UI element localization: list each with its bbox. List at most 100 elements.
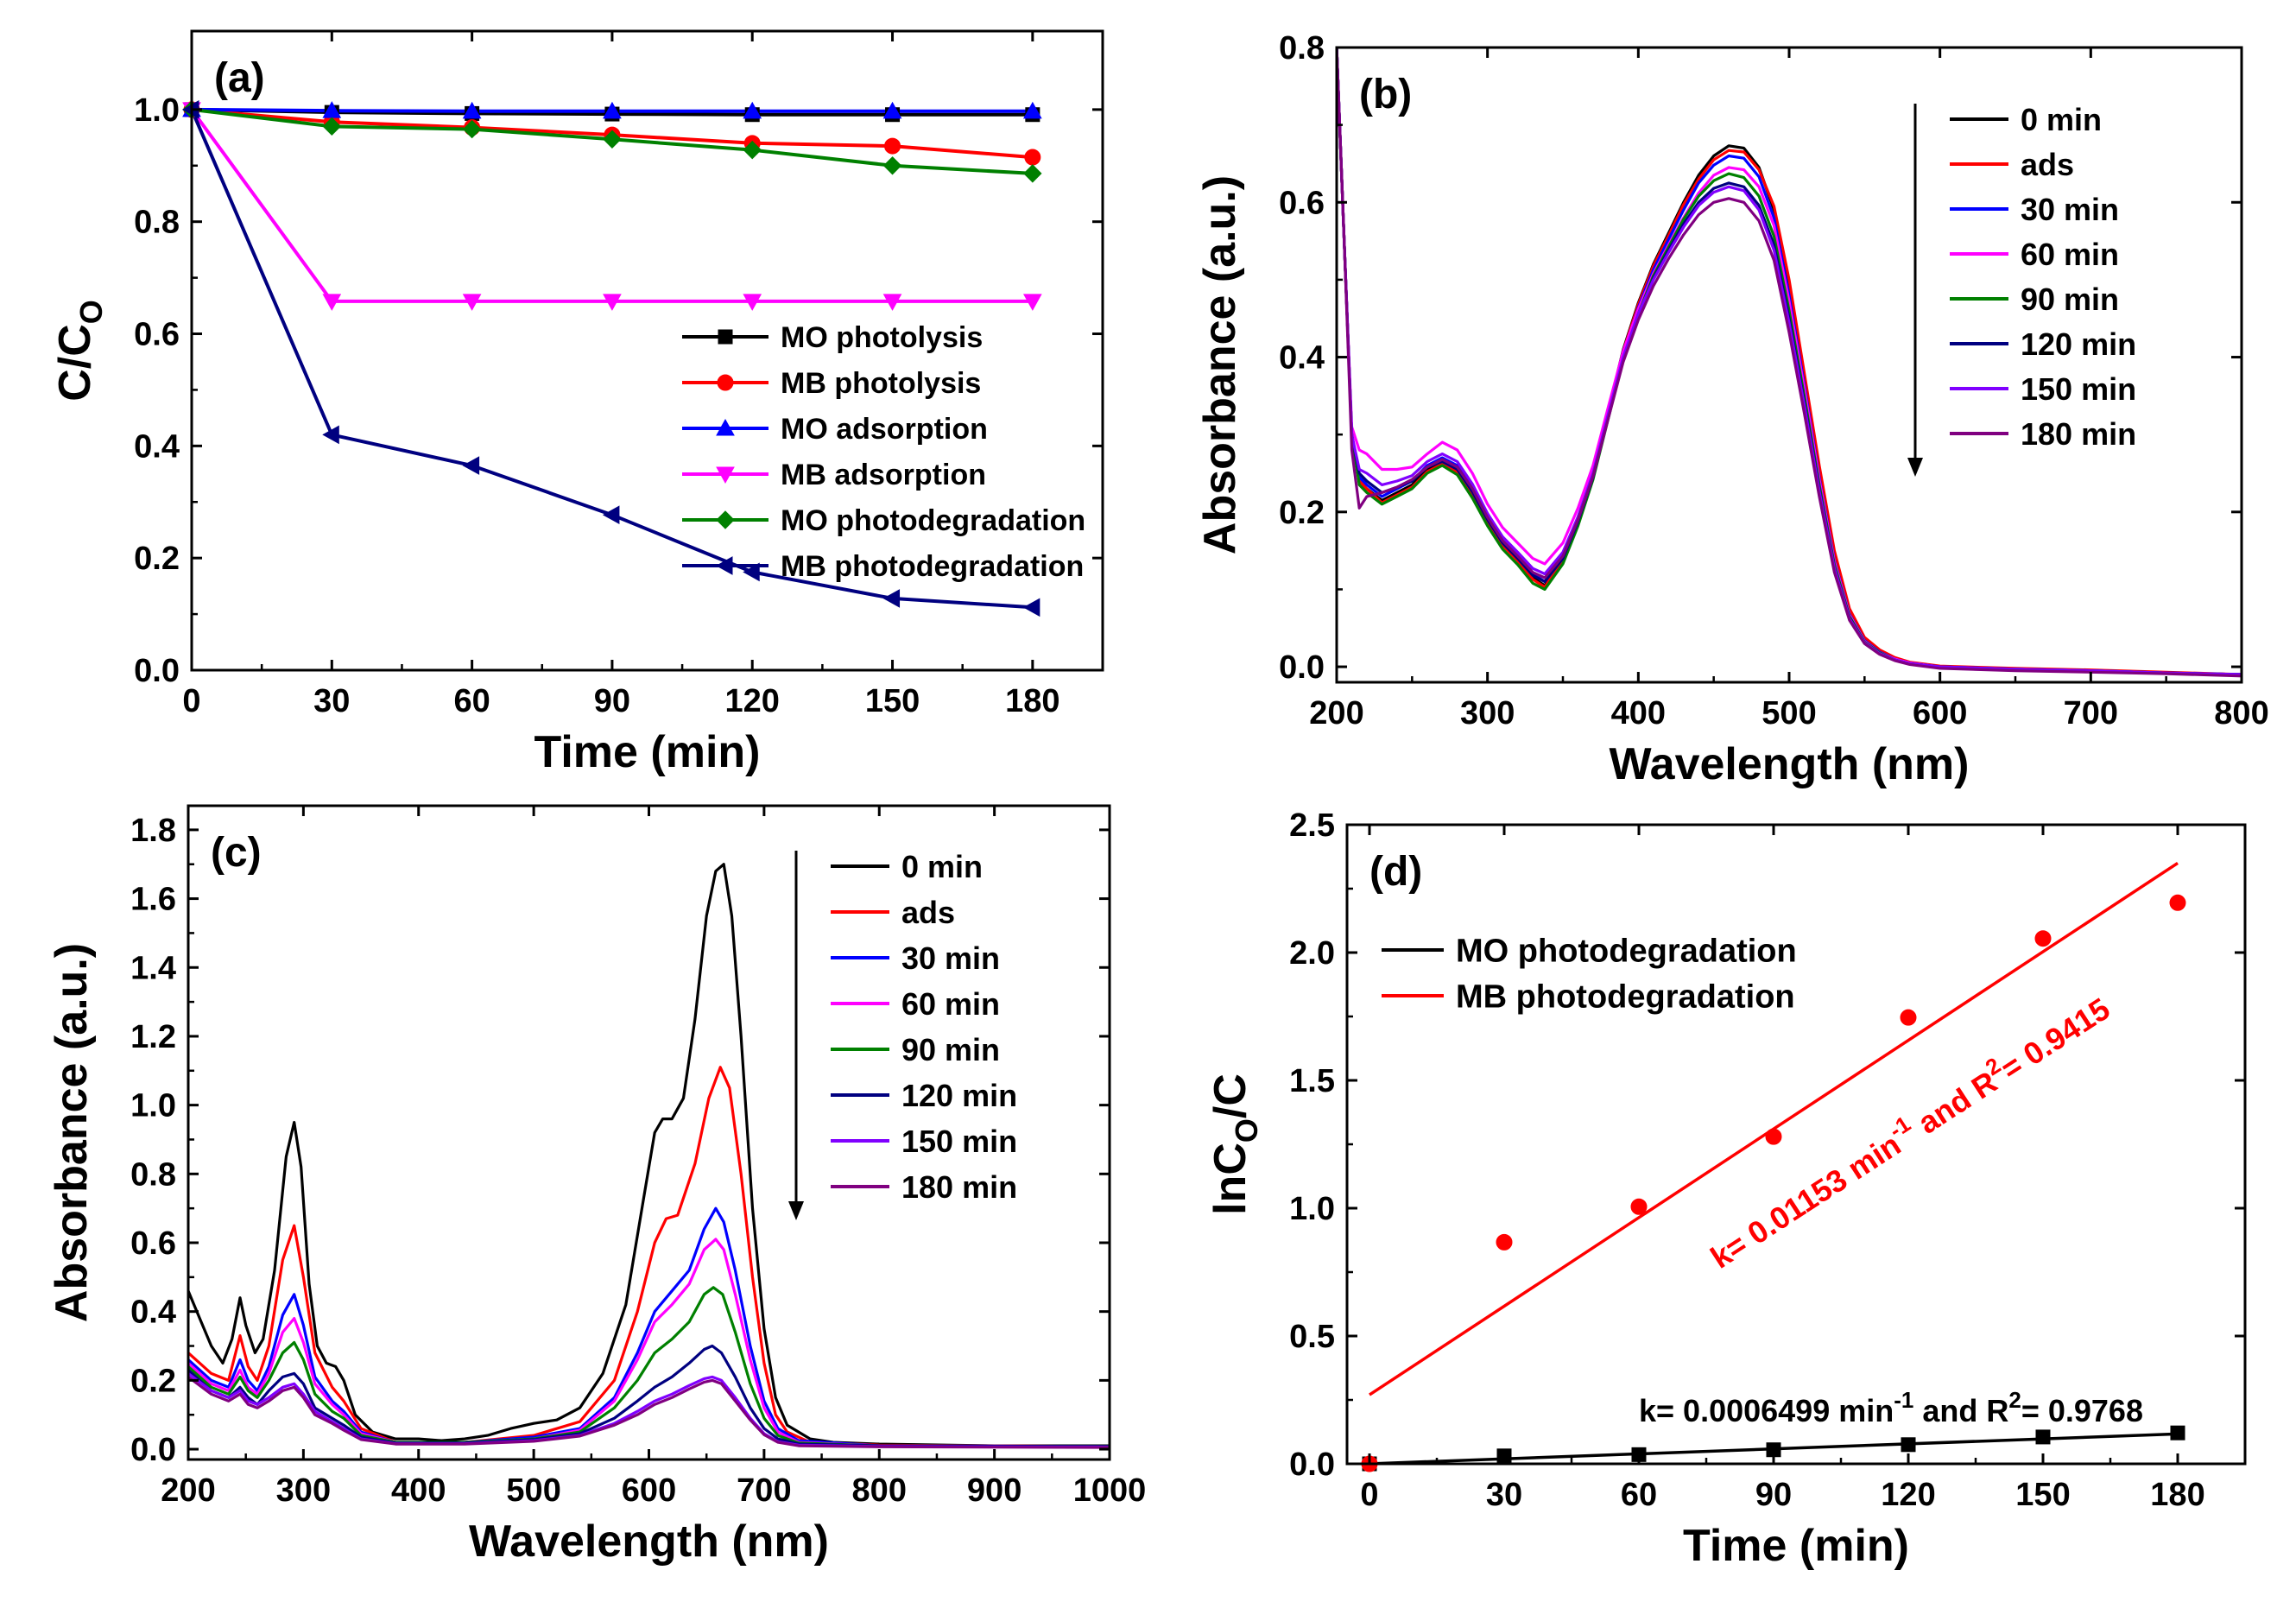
data-point-a-4-4 bbox=[743, 140, 762, 160]
y-tick-label-d-0: 0.0 bbox=[1289, 1447, 1335, 1483]
legend-marker-a-4 bbox=[716, 510, 735, 529]
data-point-a-2-5 bbox=[882, 101, 902, 119]
legend-label-b-2: 30 min bbox=[2021, 192, 2119, 227]
y-tick-label-c-7: 1.4 bbox=[130, 950, 176, 986]
legend-label-a-0: MO photolysis bbox=[781, 321, 983, 354]
y-tick-label-c-0: 0.0 bbox=[130, 1432, 176, 1468]
x-tick-label-c-6: 800 bbox=[852, 1472, 907, 1509]
data-point-a-2-3 bbox=[603, 101, 622, 119]
legend-label-b-7: 180 min bbox=[2021, 416, 2136, 452]
x-tick-label-a-5: 150 bbox=[865, 683, 920, 719]
legend-label-c-4: 90 min bbox=[901, 1032, 1000, 1067]
data-point-d-1-3 bbox=[1765, 1128, 1782, 1145]
data-point-d-0-4 bbox=[1901, 1437, 1916, 1453]
data-point-a-2-2 bbox=[462, 101, 482, 119]
legend-label-a-4: MO photodegradation bbox=[781, 504, 1085, 537]
y-tick-label-c-6: 1.2 bbox=[130, 1019, 176, 1055]
x-tick-label-a-0: 0 bbox=[182, 683, 200, 719]
x-tick-label-d-2: 60 bbox=[1621, 1477, 1657, 1513]
series-line-c-7 bbox=[188, 1376, 1110, 1449]
legend-label-c-0: 0 min bbox=[901, 849, 983, 884]
series-line-c-2 bbox=[188, 1206, 1110, 1448]
legend-label-d-1: MB photodegradation bbox=[1456, 979, 1795, 1016]
legend-label-b-1: ads bbox=[2021, 147, 2074, 182]
x-tick-label-c-1: 300 bbox=[276, 1472, 331, 1509]
x-tick-label-d-5: 150 bbox=[2015, 1477, 2070, 1513]
x-tick-label-d-3: 90 bbox=[1755, 1477, 1792, 1513]
plot-area-b bbox=[1337, 47, 2242, 678]
x-tick-label-a-4: 120 bbox=[725, 683, 780, 719]
x-tick-label-c-5: 700 bbox=[737, 1472, 791, 1509]
legend-label-b-5: 120 min bbox=[2021, 326, 2136, 362]
x-axis-title-c: Wavelength (nm) bbox=[469, 1517, 829, 1567]
legend-label-a-1: MB photolysis bbox=[781, 367, 981, 400]
y-tick-label-b-2: 0.4 bbox=[1279, 340, 1325, 377]
y-tick-label-d-5: 2.5 bbox=[1289, 807, 1335, 844]
axes-frame-d bbox=[1345, 823, 2247, 1466]
panel-label-a: (a) bbox=[214, 55, 265, 101]
data-point-a-5-1 bbox=[322, 425, 339, 445]
data-point-a-4-3 bbox=[603, 130, 622, 149]
arrow-head-c bbox=[788, 1201, 804, 1220]
data-point-d-0-6 bbox=[2170, 1425, 2185, 1441]
data-point-a-3-5 bbox=[882, 294, 902, 311]
y-tick-label-d-1: 0.5 bbox=[1289, 1319, 1335, 1355]
y-tick-label-a-3: 0.6 bbox=[134, 317, 180, 353]
data-point-a-3-1 bbox=[322, 294, 342, 311]
y-tick-label-b-0: 0.0 bbox=[1279, 649, 1325, 686]
data-point-a-3-4 bbox=[743, 294, 762, 311]
y-tick-label-b-1: 0.2 bbox=[1279, 495, 1325, 531]
series-line-b-7 bbox=[1337, 47, 2242, 678]
y-axis-title-a: C/CO bbox=[50, 300, 109, 402]
x-tick-label-b-4: 600 bbox=[1913, 695, 1967, 731]
data-point-d-1-2 bbox=[1630, 1198, 1648, 1215]
y-tick-label-a-0: 0.0 bbox=[134, 653, 180, 689]
x-tick-label-b-3: 500 bbox=[1762, 695, 1816, 731]
x-tick-label-b-0: 200 bbox=[1309, 695, 1363, 731]
x-tick-label-d-0: 0 bbox=[1360, 1477, 1378, 1513]
y-tick-label-d-3: 1.5 bbox=[1289, 1063, 1335, 1099]
legend-label-b-0: 0 min bbox=[2021, 102, 2102, 137]
legend-marker-a-0 bbox=[718, 329, 733, 345]
legend-label-b-3: 60 min bbox=[2021, 237, 2119, 272]
data-point-a-2-4 bbox=[743, 101, 762, 119]
data-point-a-5-2 bbox=[462, 456, 480, 475]
legend-label-c-2: 30 min bbox=[901, 940, 1000, 976]
y-tick-label-c-1: 0.2 bbox=[130, 1363, 176, 1399]
x-tick-label-c-4: 600 bbox=[622, 1472, 676, 1509]
data-point-a-5-5 bbox=[882, 589, 901, 608]
data-point-d-1-4 bbox=[1900, 1009, 1917, 1026]
series-line-c-0 bbox=[188, 863, 1110, 1447]
legend-marker-a-1 bbox=[717, 374, 734, 391]
legend-label-b-6: 150 min bbox=[2021, 371, 2136, 407]
legend-label-a-5: MB photodegradation bbox=[781, 550, 1084, 583]
y-tick-label-d-2: 1.0 bbox=[1289, 1191, 1335, 1227]
data-point-a-4-2 bbox=[462, 119, 482, 139]
x-tick-label-c-3: 500 bbox=[506, 1472, 560, 1509]
panel-label-b: (b) bbox=[1359, 72, 1412, 117]
panel-label-c: (c) bbox=[211, 830, 262, 876]
axes-frame-a bbox=[190, 29, 1104, 672]
x-tick-label-c-8: 1000 bbox=[1073, 1472, 1147, 1509]
x-tick-label-a-2: 60 bbox=[453, 683, 490, 719]
legend-label-c-1: ads bbox=[901, 895, 955, 930]
y-axis-title-c: Absorbance (a.u.) bbox=[47, 943, 97, 1322]
y-tick-label-c-5: 1.0 bbox=[130, 1088, 176, 1124]
x-tick-label-a-1: 30 bbox=[313, 683, 350, 719]
y-tick-label-c-9: 1.8 bbox=[130, 813, 176, 849]
series-line-c-4 bbox=[188, 1286, 1110, 1448]
x-axis-title-d: Time (min) bbox=[1683, 1521, 1909, 1571]
plot-area-c bbox=[188, 863, 1110, 1449]
legend-label-a-3: MB adsorption bbox=[781, 459, 986, 491]
data-point-a-1-6 bbox=[1024, 149, 1041, 166]
legend-label-c-6: 150 min bbox=[901, 1124, 1017, 1159]
data-point-a-5-3 bbox=[602, 505, 620, 525]
legend-label-c-5: 120 min bbox=[901, 1078, 1017, 1113]
panel-c: 200 300 400 500 600 700 800 900 1000 0.0 0.2 0.4 0.6… bbox=[47, 804, 1147, 1567]
data-point-a-4-6 bbox=[1023, 164, 1042, 183]
annotation-mb-fit: k= 0.01153 min-1 and R2= 0.9415 bbox=[1701, 985, 2116, 1275]
y-axis-title-b: Absorbance (a.u.) bbox=[1195, 175, 1245, 554]
legend-label-c-7: 180 min bbox=[901, 1169, 1017, 1205]
panel-label-d: (d) bbox=[1369, 849, 1422, 895]
